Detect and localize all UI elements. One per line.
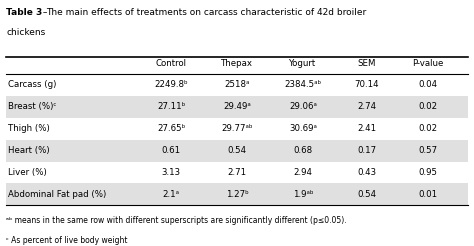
Text: Breast (%)ᶜ: Breast (%)ᶜ <box>9 102 57 111</box>
Text: 2.74: 2.74 <box>357 102 376 111</box>
Text: 29.49ᵃ: 29.49ᵃ <box>223 102 251 111</box>
Text: 0.43: 0.43 <box>357 168 376 177</box>
Text: ᶜ As percent of live body weight: ᶜ As percent of live body weight <box>6 236 128 246</box>
Text: 0.04: 0.04 <box>418 80 438 90</box>
Text: Heart (%): Heart (%) <box>9 146 50 155</box>
Text: 0.01: 0.01 <box>418 190 438 199</box>
Text: 2.94: 2.94 <box>293 168 312 177</box>
Text: 0.54: 0.54 <box>228 146 246 155</box>
Text: Abdominal Fat pad (%): Abdominal Fat pad (%) <box>9 190 107 199</box>
Text: 1.9ᵃᵇ: 1.9ᵃᵇ <box>293 190 313 199</box>
Bar <box>6 96 468 118</box>
Text: 2384.5ᵃᵇ: 2384.5ᵃᵇ <box>284 80 321 90</box>
Text: 0.02: 0.02 <box>418 124 438 133</box>
Text: Carcass (g): Carcass (g) <box>9 80 57 90</box>
Text: Thepax: Thepax <box>221 59 253 68</box>
Bar <box>6 184 468 205</box>
Text: 29.77ᵃᵇ: 29.77ᵃᵇ <box>221 124 253 133</box>
Text: 2.1ᵃ: 2.1ᵃ <box>163 190 180 199</box>
Text: 2.71: 2.71 <box>228 168 246 177</box>
Bar <box>6 140 468 162</box>
Text: 3.13: 3.13 <box>162 168 181 177</box>
Text: 0.57: 0.57 <box>418 146 438 155</box>
Text: 2518ᵃ: 2518ᵃ <box>224 80 250 90</box>
Text: Yogurt: Yogurt <box>289 59 317 68</box>
Text: 27.11ᵇ: 27.11ᵇ <box>157 102 185 111</box>
Text: 0.68: 0.68 <box>293 146 312 155</box>
Text: ᵃᵇ means in the same row with different superscripts are significantly different: ᵃᵇ means in the same row with different … <box>6 216 346 225</box>
Text: 2.41: 2.41 <box>357 124 376 133</box>
Text: P-value: P-value <box>412 59 444 68</box>
Text: Table 3: Table 3 <box>6 8 42 17</box>
Text: 0.17: 0.17 <box>357 146 376 155</box>
Text: Thigh (%): Thigh (%) <box>9 124 50 133</box>
Text: SEM: SEM <box>357 59 376 68</box>
Text: Liver (%): Liver (%) <box>9 168 47 177</box>
Text: 0.02: 0.02 <box>418 102 438 111</box>
Text: 30.69ᵃ: 30.69ᵃ <box>289 124 317 133</box>
Text: The main effects of treatments on carcass characteristic of 42d broiler: The main effects of treatments on carcas… <box>46 8 366 17</box>
Text: chickens: chickens <box>6 28 46 37</box>
Text: Control: Control <box>155 59 187 68</box>
Text: 0.54: 0.54 <box>357 190 376 199</box>
Text: 2249.8ᵇ: 2249.8ᵇ <box>154 80 188 90</box>
Text: 29.06ᵃ: 29.06ᵃ <box>289 102 317 111</box>
Text: 0.95: 0.95 <box>419 168 438 177</box>
Text: –: – <box>40 8 50 17</box>
Text: 27.65ᵇ: 27.65ᵇ <box>157 124 185 133</box>
Text: 1.27ᵇ: 1.27ᵇ <box>226 190 248 199</box>
Text: 70.14: 70.14 <box>354 80 379 90</box>
Text: 0.61: 0.61 <box>162 146 181 155</box>
